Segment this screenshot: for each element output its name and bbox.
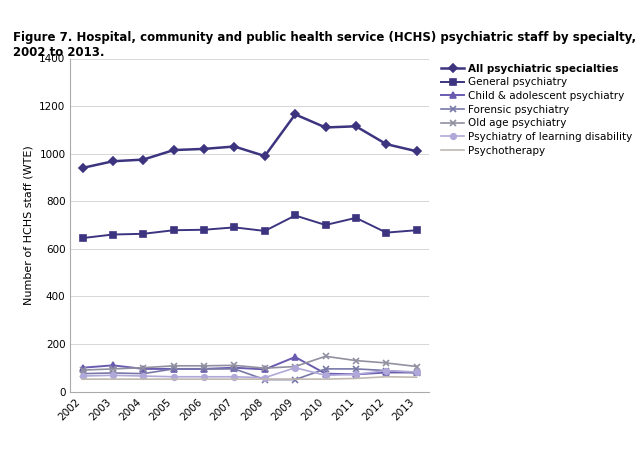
General psychiatry bbox=[170, 228, 177, 233]
All psychiatric specialties bbox=[413, 148, 420, 154]
Psychotherapy bbox=[140, 377, 147, 382]
Forensic psychiatry bbox=[291, 377, 299, 382]
All psychiatric specialties bbox=[230, 144, 238, 149]
General psychiatry bbox=[352, 215, 360, 220]
Forensic psychiatry bbox=[109, 370, 116, 376]
All psychiatric specialties bbox=[109, 158, 116, 164]
Line: All psychiatric specialties: All psychiatric specialties bbox=[80, 112, 419, 171]
Forensic psychiatry bbox=[230, 366, 238, 372]
Child & adolescent psychiatry bbox=[413, 370, 420, 375]
All psychiatric specialties bbox=[200, 146, 208, 152]
Forensic psychiatry bbox=[79, 371, 86, 376]
Old age psychiatry bbox=[413, 364, 420, 369]
All psychiatric specialties bbox=[322, 125, 330, 130]
Psychotherapy bbox=[352, 376, 360, 381]
Child & adolescent psychiatry bbox=[140, 366, 147, 372]
Psychotherapy bbox=[200, 377, 208, 382]
Psychiatry of learning disability bbox=[291, 365, 299, 370]
Child & adolescent psychiatry bbox=[200, 366, 208, 372]
Psychiatry of learning disability bbox=[170, 374, 177, 379]
Forensic psychiatry bbox=[413, 370, 420, 376]
Forensic psychiatry bbox=[170, 366, 177, 372]
All psychiatric specialties bbox=[140, 157, 147, 162]
All psychiatric specialties bbox=[261, 153, 269, 159]
Y-axis label: Number of HCHS staff (WTE): Number of HCHS staff (WTE) bbox=[24, 145, 34, 305]
Psychiatry of learning disability bbox=[413, 369, 420, 375]
General psychiatry bbox=[322, 222, 330, 228]
Old age psychiatry bbox=[200, 363, 208, 369]
All psychiatric specialties bbox=[79, 165, 86, 171]
Forensic psychiatry bbox=[140, 371, 147, 376]
Psychotherapy bbox=[291, 377, 299, 382]
Psychiatry of learning disability bbox=[230, 374, 238, 379]
General psychiatry bbox=[413, 228, 420, 233]
General psychiatry bbox=[291, 213, 299, 218]
All psychiatric specialties bbox=[383, 141, 390, 147]
Child & adolescent psychiatry bbox=[109, 363, 116, 368]
Psychotherapy bbox=[261, 377, 269, 382]
Old age psychiatry bbox=[383, 360, 390, 366]
General psychiatry bbox=[140, 231, 147, 237]
Psychiatry of learning disability bbox=[140, 374, 147, 379]
Psychotherapy bbox=[230, 377, 238, 382]
All psychiatric specialties bbox=[291, 112, 299, 117]
General psychiatry bbox=[79, 235, 86, 241]
General psychiatry bbox=[109, 232, 116, 237]
Line: General psychiatry: General psychiatry bbox=[80, 213, 419, 241]
Psychotherapy bbox=[170, 377, 177, 382]
Line: Old age psychiatry: Old age psychiatry bbox=[79, 353, 420, 374]
Psychotherapy bbox=[322, 377, 330, 382]
Psychiatry of learning disability bbox=[109, 373, 116, 378]
Psychiatry of learning disability bbox=[352, 372, 360, 377]
General psychiatry bbox=[230, 225, 238, 230]
Psychiatry of learning disability bbox=[383, 368, 390, 373]
Psychotherapy bbox=[109, 377, 116, 382]
Child & adolescent psychiatry bbox=[261, 367, 269, 372]
Forensic psychiatry bbox=[383, 368, 390, 373]
Legend: All psychiatric specialties, General psychiatry, Child & adolescent psychiatry, : All psychiatric specialties, General psy… bbox=[441, 64, 632, 156]
Old age psychiatry bbox=[261, 365, 269, 371]
General psychiatry bbox=[383, 230, 390, 235]
Text: Figure 7. Hospital, community and public health service (HCHS) psychiatric staff: Figure 7. Hospital, community and public… bbox=[13, 32, 636, 59]
General psychiatry bbox=[200, 227, 208, 233]
Psychotherapy bbox=[413, 374, 420, 380]
Child & adolescent psychiatry bbox=[383, 370, 390, 375]
Old age psychiatry bbox=[230, 363, 238, 368]
Line: Child & adolescent psychiatry: Child & adolescent psychiatry bbox=[80, 354, 419, 377]
Old age psychiatry bbox=[291, 364, 299, 369]
All psychiatric specialties bbox=[170, 148, 177, 153]
Child & adolescent psychiatry bbox=[79, 365, 86, 370]
Child & adolescent psychiatry bbox=[230, 365, 238, 370]
Old age psychiatry bbox=[170, 363, 177, 369]
Child & adolescent psychiatry bbox=[170, 366, 177, 372]
Old age psychiatry bbox=[79, 367, 86, 373]
Psychiatry of learning disability bbox=[261, 375, 269, 380]
Old age psychiatry bbox=[322, 354, 330, 359]
Psychiatry of learning disability bbox=[79, 374, 86, 379]
All psychiatric specialties bbox=[352, 124, 360, 129]
Forensic psychiatry bbox=[322, 366, 330, 372]
Child & adolescent psychiatry bbox=[322, 371, 330, 376]
Old age psychiatry bbox=[352, 358, 360, 363]
Forensic psychiatry bbox=[352, 366, 360, 372]
Old age psychiatry bbox=[109, 366, 116, 372]
Old age psychiatry bbox=[140, 365, 147, 370]
General psychiatry bbox=[261, 228, 269, 234]
Child & adolescent psychiatry bbox=[352, 372, 360, 377]
Line: Forensic psychiatry: Forensic psychiatry bbox=[79, 365, 420, 383]
Psychiatry of learning disability bbox=[200, 374, 208, 379]
Psychotherapy bbox=[383, 374, 390, 379]
Forensic psychiatry bbox=[261, 377, 269, 382]
Psychotherapy bbox=[79, 377, 86, 382]
Forensic psychiatry bbox=[200, 366, 208, 372]
Line: Psychiatry of learning disability: Psychiatry of learning disability bbox=[80, 365, 419, 381]
Child & adolescent psychiatry bbox=[291, 354, 299, 360]
Line: Psychotherapy: Psychotherapy bbox=[83, 377, 417, 379]
Psychiatry of learning disability bbox=[322, 373, 330, 378]
